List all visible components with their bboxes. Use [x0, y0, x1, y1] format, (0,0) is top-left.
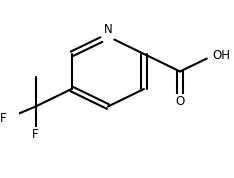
Text: F: F — [0, 112, 6, 125]
Text: O: O — [175, 95, 185, 108]
Text: OH: OH — [213, 49, 231, 62]
Text: F: F — [32, 128, 39, 141]
Text: N: N — [103, 23, 112, 36]
